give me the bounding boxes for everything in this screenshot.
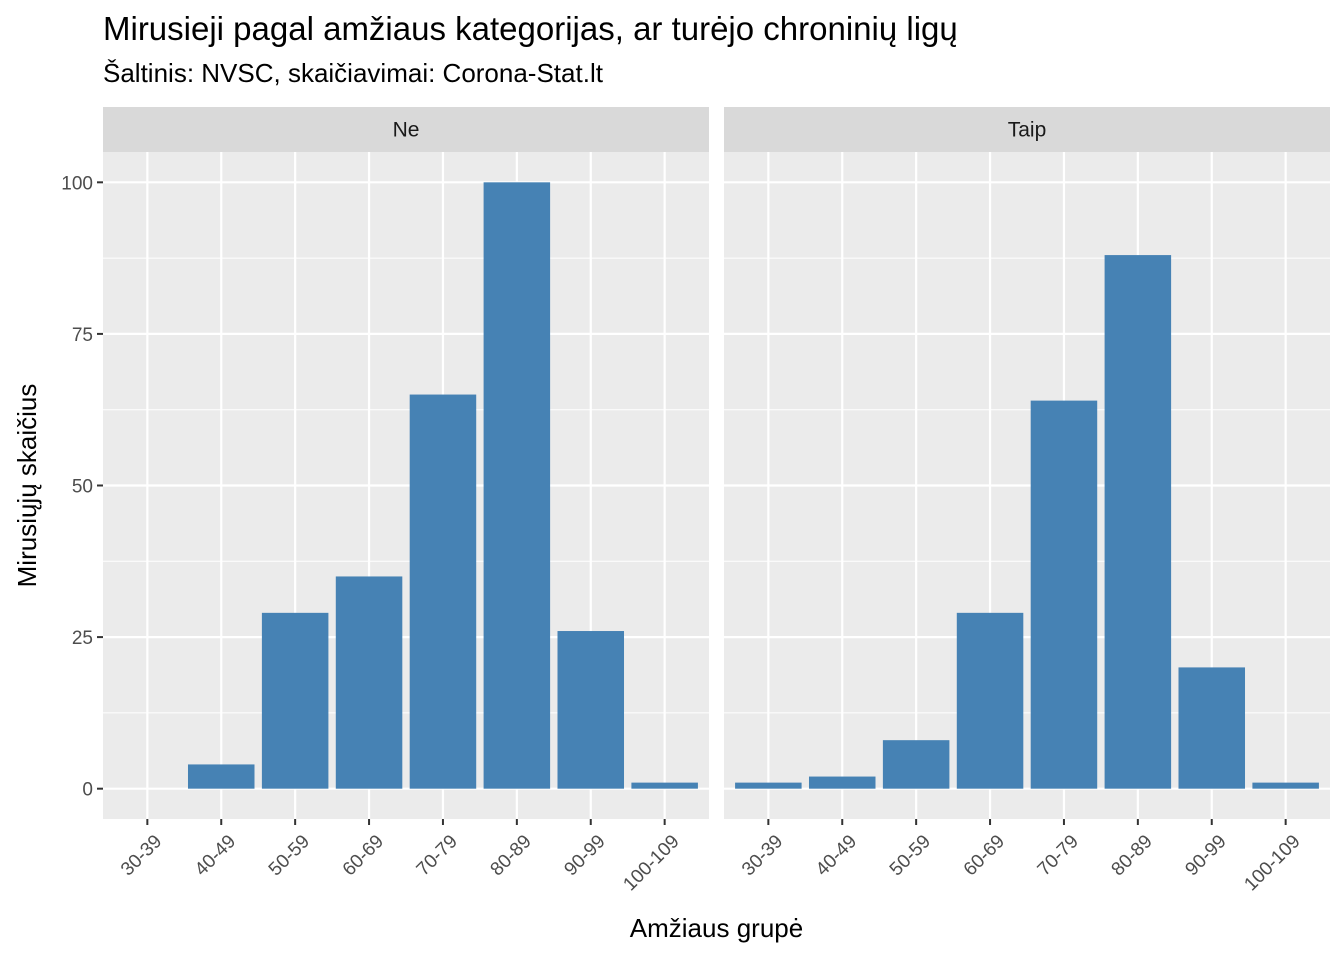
x-tick-label: 50-59 — [886, 831, 935, 880]
y-tick-label: 0 — [82, 780, 93, 801]
y-tick-label: 100 — [61, 173, 93, 194]
chart-subtitle: Šaltinis: NVSC, skaičiavimai: Corona-Sta… — [103, 58, 603, 88]
facet-strip-label: Taip — [1008, 119, 1047, 142]
bar-taip-90-99 — [1178, 667, 1246, 789]
x-axis-title: Amžiaus grupė — [630, 913, 803, 943]
x-tick-label: 90-99 — [1181, 831, 1230, 880]
bar-ne-90-99 — [557, 631, 625, 789]
x-tick-label: 40-49 — [812, 831, 861, 880]
x-tick-label: 90-99 — [560, 831, 609, 880]
y-tick-label: 75 — [72, 325, 93, 346]
y-tick-label: 50 — [72, 477, 93, 498]
chart-title: Mirusieji pagal amžiaus kategorijas, ar … — [103, 10, 958, 47]
x-tick-label: 40-49 — [191, 831, 240, 880]
facet-strip — [103, 107, 709, 152]
x-tick-label: 30-39 — [117, 831, 166, 880]
bar-ne-70-79 — [409, 394, 477, 789]
x-tick-label: 60-69 — [960, 831, 1009, 880]
bar-ne-60-69 — [335, 576, 403, 789]
x-tick-label: 80-89 — [1108, 831, 1157, 880]
x-tick-label: 50-59 — [265, 831, 314, 880]
x-tick-label: 100-109 — [619, 831, 683, 895]
x-tick-label: 60-69 — [339, 831, 388, 880]
y-tick-label: 25 — [72, 628, 93, 649]
bar-taip-60-69 — [956, 612, 1024, 789]
bar-taip-40-49 — [808, 776, 876, 789]
x-tick-label: 100-109 — [1240, 831, 1304, 895]
facet-strip-label: Ne — [393, 119, 420, 142]
bar-taip-80-89 — [1104, 255, 1172, 789]
bar-ne-50-59 — [261, 612, 329, 789]
x-tick-label: 30-39 — [738, 831, 787, 880]
bar-taip-100-109 — [1252, 782, 1319, 789]
x-tick-label: 70-79 — [1034, 831, 1083, 880]
x-tick-label: 70-79 — [413, 831, 462, 880]
bar-taip-50-59 — [882, 740, 950, 789]
bar-taip-70-79 — [1030, 400, 1098, 789]
bar-taip-30-39 — [735, 782, 802, 789]
bar-ne-80-89 — [483, 182, 551, 789]
facet-strip — [724, 107, 1330, 152]
bar-ne-40-49 — [187, 764, 255, 789]
x-tick-label: 80-89 — [487, 831, 536, 880]
y-axis-title: Mirusiųjų skaičius — [12, 384, 42, 588]
bar-ne-100-109 — [631, 782, 698, 789]
